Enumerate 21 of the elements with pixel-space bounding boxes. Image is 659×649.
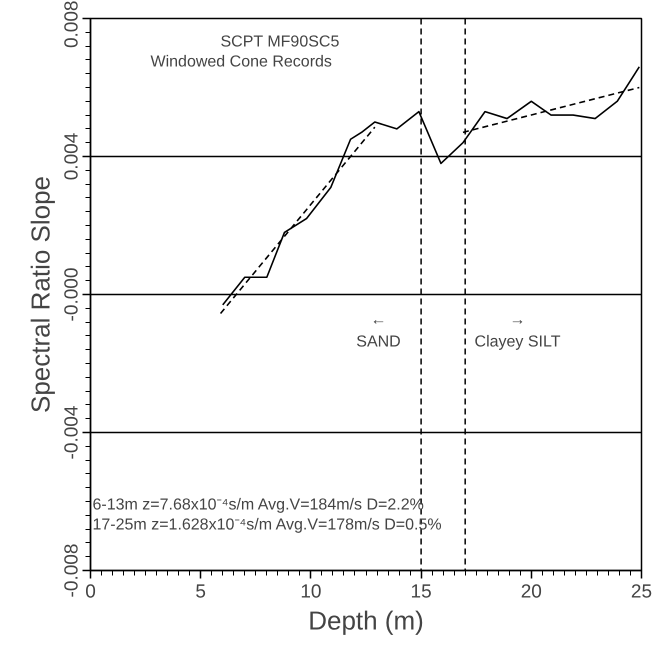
x-tick-label: 15 — [410, 582, 432, 602]
annotation: ← — [370, 312, 386, 328]
annotation: Clayey SILT — [474, 334, 561, 350]
x-axis-title: Depth (m) — [308, 606, 424, 636]
annotation: Windowed Cone Records — [150, 54, 332, 70]
x-tick-label: 0 — [85, 582, 96, 602]
annotation: → — [510, 312, 526, 328]
annotation: 6-13m z=7.68x10⁻⁴s/m Avg.V=184m/s D=2.2% — [92, 496, 424, 514]
annotation: SAND — [356, 334, 401, 350]
y-tick-label: -0.000 — [62, 268, 82, 322]
y-axis-title: Spectral Ratio Slope — [26, 176, 56, 414]
x-tick-label: 20 — [520, 582, 542, 602]
y-tick-label: -0.008 — [62, 544, 82, 598]
x-tick-label: 5 — [195, 582, 206, 602]
y-tick-label: -0.004 — [62, 405, 82, 460]
annotation: SCPT MF90SC5 — [220, 34, 340, 50]
x-tick-label: 10 — [300, 582, 322, 602]
y-tick-label: 0.004 — [62, 132, 82, 180]
annotation: 17-25m z=1.628x10⁻⁴s/m Avg.V=178m/s D=0.5% — [92, 516, 442, 534]
x-tick-label: 25 — [630, 582, 652, 602]
y-tick-label: 0.008 — [62, 0, 82, 48]
